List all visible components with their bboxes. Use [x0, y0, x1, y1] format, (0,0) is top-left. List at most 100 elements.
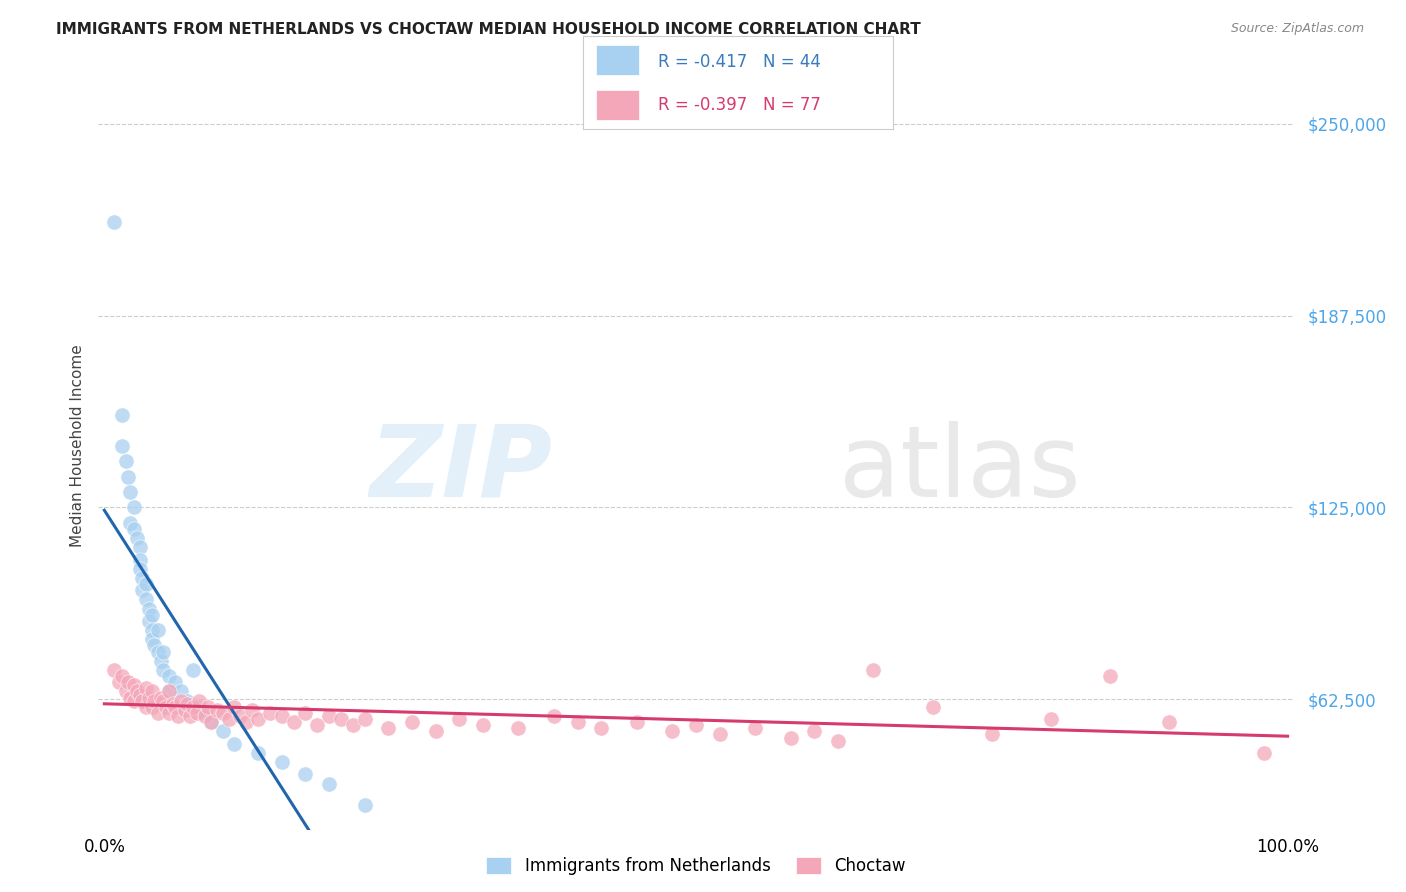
Point: [127, 531, 149, 545]
Point: [131, 571, 153, 585]
Point: [294, 767, 316, 781]
Point: [114, 684, 136, 698]
Point: [157, 684, 180, 698]
Point: [401, 715, 423, 730]
Point: [131, 694, 153, 708]
Point: [157, 706, 180, 720]
Point: [138, 601, 160, 615]
Point: [152, 694, 174, 708]
Point: [270, 755, 292, 769]
Point: [111, 409, 134, 423]
Point: [122, 522, 145, 536]
Point: [186, 706, 208, 720]
Point: [146, 644, 169, 658]
Point: [120, 690, 142, 705]
Point: [141, 623, 163, 637]
Point: [135, 577, 157, 591]
Point: [103, 215, 125, 229]
Point: [165, 699, 187, 714]
Point: [294, 706, 316, 720]
Point: [224, 737, 246, 751]
Point: [259, 706, 281, 720]
Point: [283, 715, 305, 730]
Point: [122, 678, 145, 692]
Point: [117, 469, 139, 483]
Point: [120, 516, 142, 530]
Bar: [596, 45, 640, 75]
Point: [170, 694, 193, 708]
Point: [235, 715, 257, 730]
Point: [141, 632, 163, 647]
Point: [141, 699, 163, 714]
Point: [342, 718, 364, 732]
Point: [152, 644, 174, 658]
Point: [150, 690, 173, 705]
Point: [103, 663, 125, 677]
Point: [247, 712, 270, 726]
Point: [176, 694, 198, 708]
Text: ZIP: ZIP: [370, 420, 553, 517]
Point: [270, 709, 292, 723]
Point: [1159, 715, 1181, 730]
Point: [803, 724, 825, 739]
Point: [170, 684, 193, 698]
Point: [377, 721, 399, 735]
Point: [135, 681, 157, 696]
Point: [157, 684, 180, 698]
Point: [744, 721, 766, 735]
Point: [141, 607, 163, 622]
Text: R = -0.417   N = 44: R = -0.417 N = 44: [658, 53, 821, 70]
Point: [1253, 746, 1275, 760]
Point: [150, 654, 173, 668]
Point: [143, 694, 166, 708]
Point: [152, 663, 174, 677]
Point: [131, 583, 153, 598]
Point: [197, 699, 219, 714]
Point: [224, 699, 246, 714]
Point: [181, 663, 204, 677]
Point: [122, 500, 145, 515]
Point: [157, 669, 180, 683]
Point: [111, 669, 134, 683]
Point: [200, 715, 222, 730]
Point: [111, 439, 134, 453]
Point: [229, 709, 252, 723]
Point: [353, 797, 375, 812]
Point: [921, 699, 943, 714]
Point: [779, 731, 801, 745]
Point: [128, 688, 150, 702]
Point: [827, 733, 849, 747]
Point: [591, 721, 613, 735]
Point: [205, 703, 228, 717]
Point: [179, 709, 201, 723]
Point: [188, 694, 211, 708]
Point: [138, 690, 160, 705]
Text: Source: ZipAtlas.com: Source: ZipAtlas.com: [1230, 22, 1364, 36]
Y-axis label: Median Household Income: Median Household Income: [69, 344, 84, 548]
Point: [862, 663, 884, 677]
Point: [661, 724, 683, 739]
Point: [247, 746, 270, 760]
Point: [211, 706, 233, 720]
Point: [141, 684, 163, 698]
Point: [508, 721, 530, 735]
Point: [155, 699, 177, 714]
Point: [135, 699, 157, 714]
Point: [143, 639, 166, 653]
Bar: [596, 90, 640, 120]
Point: [318, 776, 340, 790]
Point: [218, 712, 240, 726]
Point: [146, 623, 169, 637]
Point: [200, 715, 222, 730]
Point: [173, 703, 195, 717]
Point: [162, 697, 184, 711]
Point: [114, 454, 136, 468]
Point: [128, 562, 150, 576]
Point: [128, 552, 150, 566]
Point: [449, 712, 471, 726]
Point: [567, 715, 589, 730]
Point: [1099, 669, 1122, 683]
Legend: Immigrants from Netherlands, Choctaw: Immigrants from Netherlands, Choctaw: [486, 856, 905, 875]
Point: [117, 675, 139, 690]
Point: [127, 684, 149, 698]
